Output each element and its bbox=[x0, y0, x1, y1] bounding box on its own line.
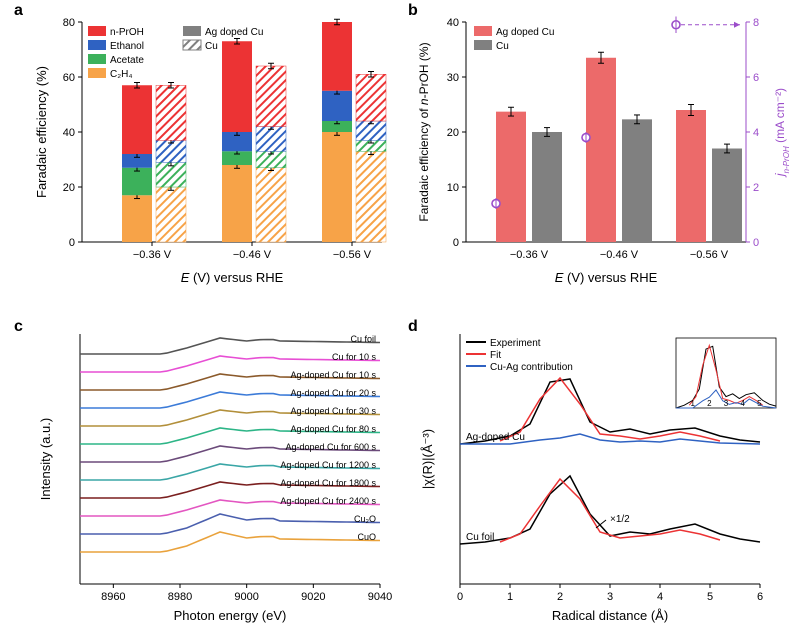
svg-text:4: 4 bbox=[657, 591, 663, 603]
svg-text:Experiment: Experiment bbox=[490, 338, 541, 349]
svg-text:Cu for 10 s: Cu for 10 s bbox=[332, 352, 377, 362]
svg-text:4: 4 bbox=[740, 399, 745, 408]
svg-text:Ethanol: Ethanol bbox=[110, 41, 144, 52]
svg-text:Intensity (a.u.): Intensity (a.u.) bbox=[38, 418, 53, 500]
svg-text:Ag-doped Cu for 600 s: Ag-doped Cu for 600 s bbox=[285, 442, 376, 452]
svg-text:6: 6 bbox=[753, 72, 759, 84]
svg-text:9040: 9040 bbox=[368, 591, 392, 603]
svg-text:80: 80 bbox=[63, 17, 75, 29]
svg-text:Ag-doped Cu for 80 s: Ag-doped Cu for 80 s bbox=[290, 424, 376, 434]
panel-c-label: c bbox=[14, 318, 23, 336]
svg-text:0: 0 bbox=[453, 237, 459, 249]
svg-text:Cu-Ag contribution: Cu-Ag contribution bbox=[490, 362, 573, 373]
svg-text:Ag doped Cu: Ag doped Cu bbox=[496, 27, 554, 38]
svg-text:20: 20 bbox=[63, 182, 75, 194]
svg-text:Ag-doped Cu for 20 s: Ag-doped Cu for 20 s bbox=[290, 388, 376, 398]
svg-text:|χ(R)|(Å⁻³): |χ(R)|(Å⁻³) bbox=[420, 429, 435, 489]
svg-text:Ag-doped Cu for 2400 s: Ag-doped Cu for 2400 s bbox=[280, 496, 376, 506]
svg-text:3: 3 bbox=[724, 399, 729, 408]
svg-text:5: 5 bbox=[707, 591, 713, 603]
svg-text:40: 40 bbox=[63, 127, 75, 139]
svg-text:jn-PrOH (mA cm⁻²): jn-PrOH (mA cm⁻²) bbox=[773, 88, 790, 178]
svg-text:8960: 8960 bbox=[101, 591, 125, 603]
svg-text:0: 0 bbox=[457, 591, 463, 603]
svg-text:E (V) versus RHE: E (V) versus RHE bbox=[181, 270, 284, 285]
svg-text:Ag-doped Cu for 1200 s: Ag-doped Cu for 1200 s bbox=[280, 460, 376, 470]
svg-text:1: 1 bbox=[690, 399, 695, 408]
svg-text:Cu₂O: Cu₂O bbox=[354, 514, 376, 524]
svg-text:6: 6 bbox=[757, 591, 763, 603]
svg-text:−0.46 V: −0.46 V bbox=[600, 249, 639, 261]
svg-text:Acetate: Acetate bbox=[110, 55, 144, 66]
svg-text:CuO: CuO bbox=[357, 532, 376, 542]
svg-text:−0.56 V: −0.56 V bbox=[690, 249, 729, 261]
panel-a-label: a bbox=[14, 2, 23, 20]
panel-a-chart: 0 20 40 60 80 Faradaic efficiency (%) −0.36 V −… bbox=[30, 12, 400, 312]
svg-text:4: 4 bbox=[753, 127, 759, 139]
panel-b-chart: 0 10 20 30 40 0 2 4 6 8 Faradaic efficiency of n-P… bbox=[410, 12, 790, 312]
svg-text:40: 40 bbox=[447, 17, 459, 29]
panel-d-chart: 0 1 2 3 4 5 6 Radical distance (Å) |χ(R)|(Å⁻³) Ag… bbox=[410, 328, 790, 638]
svg-text:−0.56 V: −0.56 V bbox=[333, 249, 372, 261]
svg-text:Photon energy (eV): Photon energy (eV) bbox=[174, 608, 287, 623]
svg-text:0: 0 bbox=[69, 237, 75, 249]
svg-text:−0.46 V: −0.46 V bbox=[233, 249, 272, 261]
svg-text:20: 20 bbox=[447, 127, 459, 139]
svg-text:9000: 9000 bbox=[234, 591, 258, 603]
svg-text:Ag-doped Cu for 1800 s: Ag-doped Cu for 1800 s bbox=[280, 478, 376, 488]
svg-text:2: 2 bbox=[753, 182, 759, 194]
svg-text:Radical distance (Å): Radical distance (Å) bbox=[552, 608, 668, 623]
svg-text:Ag-doped Cu: Ag-doped Cu bbox=[466, 432, 525, 443]
svg-text:2: 2 bbox=[707, 399, 712, 408]
svg-text:9020: 9020 bbox=[301, 591, 325, 603]
svg-text:Ag-doped Cu for 30 s: Ag-doped Cu for 30 s bbox=[290, 406, 376, 416]
svg-text:3: 3 bbox=[607, 591, 613, 603]
svg-text:Ag-doped Cu for 10 s: Ag-doped Cu for 10 s bbox=[290, 370, 376, 380]
svg-text:60: 60 bbox=[63, 72, 75, 84]
svg-text:1: 1 bbox=[507, 591, 513, 603]
svg-text:Cu foil: Cu foil bbox=[466, 532, 494, 543]
svg-text:0: 0 bbox=[753, 237, 759, 249]
svg-text:8: 8 bbox=[753, 17, 759, 29]
svg-text:n-PrOH: n-PrOH bbox=[110, 27, 144, 38]
svg-text:Fit: Fit bbox=[490, 350, 501, 361]
svg-text:Ag doped Cu: Ag doped Cu bbox=[205, 27, 263, 38]
svg-text:10: 10 bbox=[447, 182, 459, 194]
svg-text:8980: 8980 bbox=[168, 591, 192, 603]
svg-text:×1/2: ×1/2 bbox=[610, 514, 630, 525]
svg-text:5: 5 bbox=[757, 399, 762, 408]
svg-text:30: 30 bbox=[447, 72, 459, 84]
svg-text:Cu foil: Cu foil bbox=[350, 334, 376, 344]
svg-text:C₂H₄: C₂H₄ bbox=[110, 69, 132, 80]
svg-text:−0.36 V: −0.36 V bbox=[510, 249, 549, 261]
svg-text:Cu: Cu bbox=[205, 41, 218, 52]
svg-text:Faradaic efficiency (%): Faradaic efficiency (%) bbox=[34, 66, 49, 198]
svg-text:E (V) versus RHE: E (V) versus RHE bbox=[555, 270, 658, 285]
svg-text:2: 2 bbox=[557, 591, 563, 603]
svg-text:−0.36 V: −0.36 V bbox=[133, 249, 172, 261]
svg-text:Cu: Cu bbox=[496, 41, 509, 52]
panel-c-chart: 8960 8980 9000 9020 9040 Photon energy (eV) In… bbox=[30, 328, 400, 638]
svg-text:Faradaic efficiency of n-PrOH: Faradaic efficiency of n-PrOH (%) bbox=[417, 42, 431, 221]
